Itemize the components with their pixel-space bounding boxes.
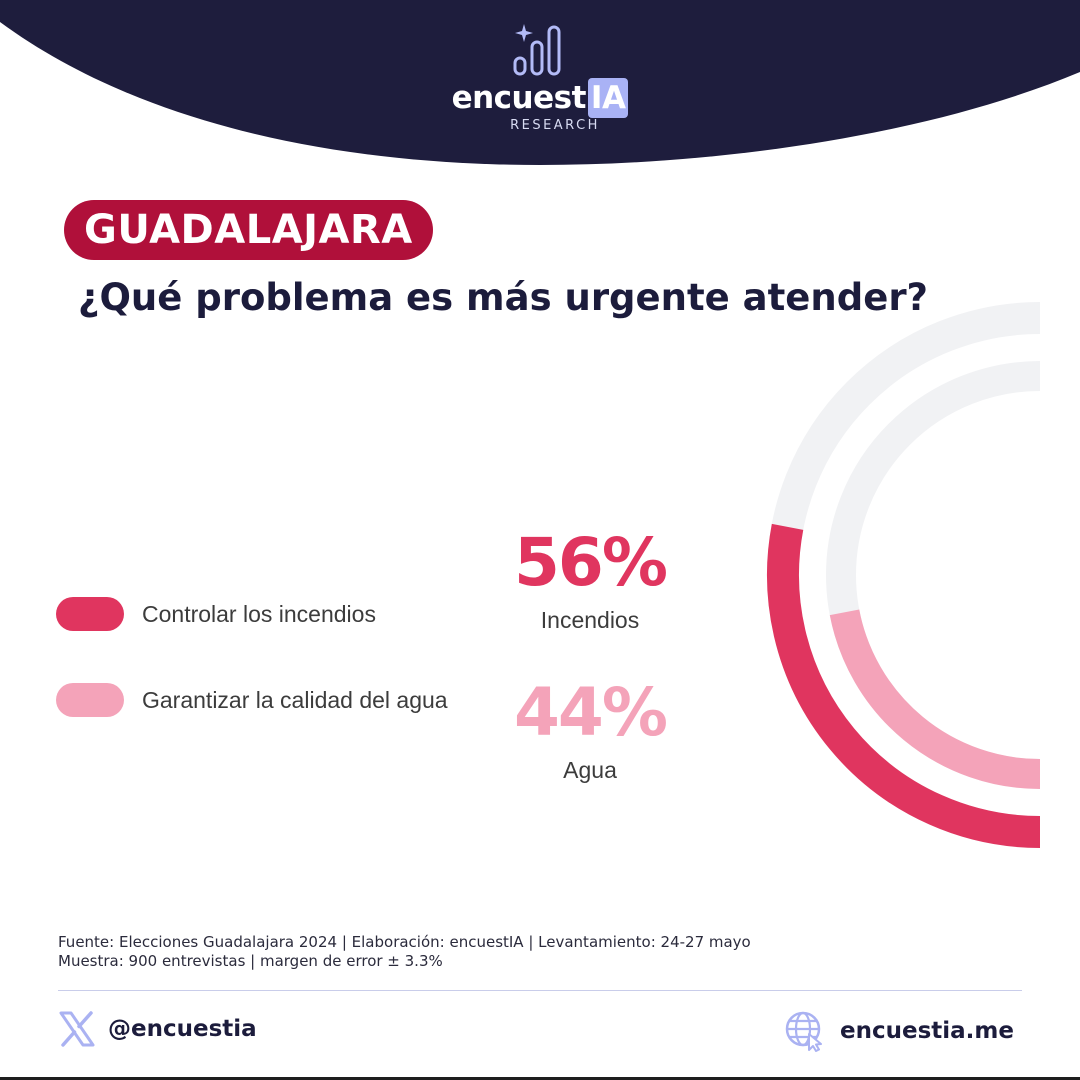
bar-chart-sparkle-icon (513, 24, 561, 76)
result-label-agua: Agua (563, 757, 617, 783)
arc-agua (829, 609, 1041, 789)
bottom-rule (0, 1077, 1080, 1080)
arc-agua-track (826, 361, 1041, 789)
legend-swatch-agua (56, 683, 124, 717)
legend-item-agua: Garantizar la calidad del agua (56, 683, 448, 717)
result-incendios: 56% Incendios (500, 527, 680, 634)
result-agua: 44% Agua (500, 677, 680, 784)
social-link[interactable]: @encuestia (58, 1010, 257, 1048)
legend-swatch-incendios (56, 597, 124, 631)
city-badge: GUADALAJARA (64, 200, 433, 260)
result-label-incendios: Incendios (540, 607, 640, 633)
brand-name: encuest (451, 80, 587, 116)
brand-logo: encuest IA RESEARCH (0, 20, 1080, 133)
header-background (0, 0, 1080, 165)
x-logo-icon (59, 1011, 95, 1047)
brand-tagline: RESEARCH (510, 118, 600, 133)
legend-label: Garantizar la calidad del agua (142, 686, 448, 713)
brand-name-highlight: IA (587, 78, 629, 118)
data-label-agua: 44% (514, 674, 668, 751)
data-label-incendios: 56% (514, 524, 668, 601)
footer-divider (58, 990, 1022, 991)
globe-cursor-icon (785, 1011, 823, 1052)
brand-wordmark: encuest IA (452, 78, 629, 118)
question-title: ¿Qué problema es más urgente atender? (78, 276, 929, 319)
source-note: Fuente: Elecciones Guadalajara 2024 | El… (58, 933, 751, 970)
website-link[interactable]: encuestia.me (784, 1010, 1014, 1052)
arc-incendios (767, 523, 1041, 848)
legend-label: Controlar los incendios (142, 600, 376, 627)
legend-item-incendios: Controlar los incendios (56, 597, 376, 631)
social-handle: @encuestia (108, 1016, 257, 1042)
website-url: encuestia.me (840, 1018, 1014, 1044)
arc-incendios-track (767, 302, 1041, 848)
